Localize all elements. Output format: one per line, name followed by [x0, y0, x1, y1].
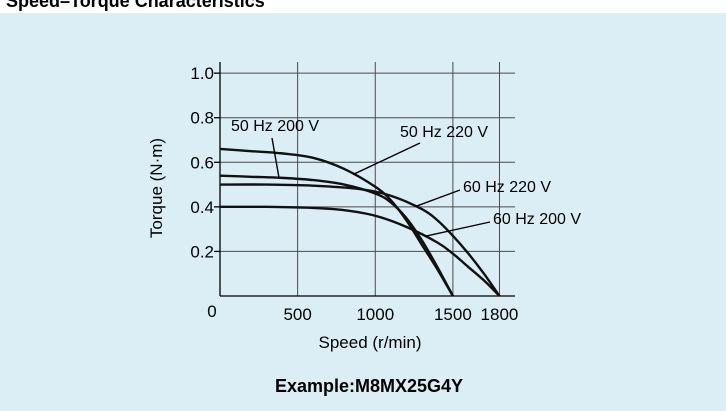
example-caption: Example:M8MX25G4Y [275, 376, 463, 396]
axes [214, 62, 515, 297]
series-label-0: 50 Hz 220 V [400, 124, 488, 141]
chart-panel: 0.2 0.4 0.6 0.8 1.0 0 500 1000 1500 1800 50 Hz 22… [0, 13, 726, 411]
y-tick-label-1: 0.4 [190, 198, 214, 217]
series-curves [219, 147, 501, 297]
x-tick-label-4: 1800 [481, 305, 519, 324]
grid-lines [220, 62, 515, 296]
series-line-2 [219, 183, 501, 297]
series-line-3 [219, 205, 501, 297]
x-axis-label: Speed (r/min) [319, 333, 422, 352]
speed-torque-chart: 0.2 0.4 0.6 0.8 1.0 0 500 1000 1500 1800 50 Hz 22… [0, 13, 726, 411]
series-line-0 [219, 147, 454, 297]
origin-tick-label: 0 [207, 302, 216, 321]
leader-line-0 [353, 142, 421, 175]
y-tick-label-0: 0.2 [190, 242, 214, 261]
y-tick-label-4: 1.0 [190, 64, 214, 83]
leader-line-1 [271, 137, 280, 178]
series-label-2: 60 Hz 220 V [463, 179, 551, 196]
leader-line-2 [415, 189, 461, 208]
y-tick-label-2: 0.6 [190, 153, 214, 172]
series-annotations: 50 Hz 220 V 50 Hz 200 V 60 Hz 220 V 60 Hz 2… [231, 118, 581, 237]
y-axis-label: Torque (N·m) [147, 138, 166, 238]
x-tick-label-2: 1000 [356, 305, 394, 324]
x-tick-label-1: 500 [283, 305, 311, 324]
y-tick-label-3: 0.8 [190, 109, 214, 128]
leader-line-3 [424, 221, 491, 237]
page-heading: Speed–Torque Characteristics [6, 0, 265, 11]
series-label-1: 50 Hz 200 V [231, 118, 319, 135]
series-label-3: 60 Hz 200 V [493, 211, 581, 228]
series-line-1 [219, 174, 454, 297]
x-tick-label-3: 1500 [434, 305, 472, 324]
tick-labels: 0.2 0.4 0.6 0.8 1.0 0 500 1000 1500 1800 [190, 64, 518, 324]
